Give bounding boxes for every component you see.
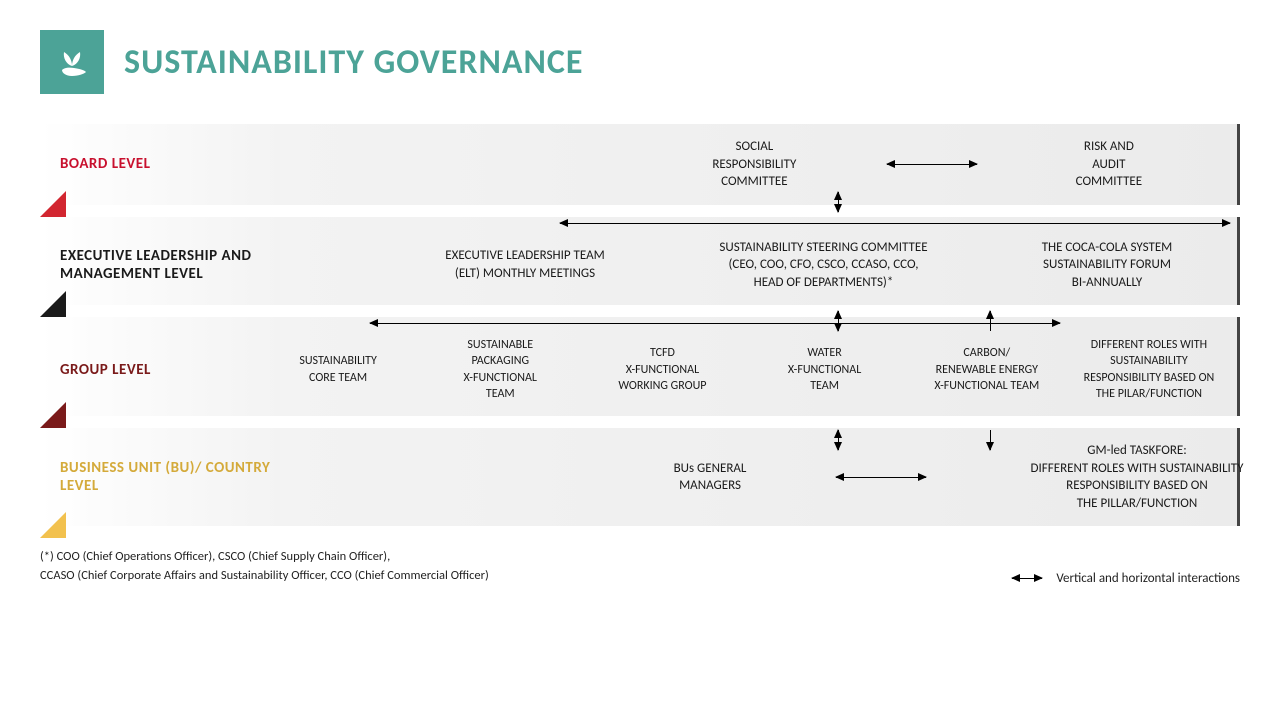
group-packaging: SUSTAINABLE PACKAGING X-FUNCTIONAL TEAM bbox=[422, 337, 578, 402]
arrow-group-span bbox=[370, 323, 1060, 324]
footnote-line2: CCASO (Chief Corporate Affairs and Susta… bbox=[40, 567, 489, 586]
bu-taskforce: GM-led TASKFORE: DIFFERENT ROLES WITH SU… bbox=[972, 442, 1280, 512]
group-water: WATER X-FUNCTIONAL TEAM bbox=[747, 345, 903, 394]
footnote-line1: (*) COO (Chief Operations Officer), CSCO… bbox=[40, 548, 489, 567]
arrow-bu-h bbox=[836, 477, 926, 478]
v-arrow-board-exec bbox=[838, 192, 839, 212]
marker-darkred-triangle bbox=[40, 402, 66, 428]
row-board: BOARD LEVEL SOCIAL RESPONSIBILITY COMMIT… bbox=[40, 124, 1240, 205]
row-label-exec: EXECUTIVE LEADERSHIP AND MANAGEMENT LEVE… bbox=[60, 247, 290, 283]
v-arrow-exec-group-up bbox=[990, 311, 991, 331]
group-core: SUSTAINABILITY CORE TEAM bbox=[260, 353, 416, 385]
exec-ssc: SUSTAINABILITY STEERING COMMITTEE (CEO, … bbox=[684, 239, 964, 292]
v-arrow-exec-group bbox=[838, 311, 839, 331]
group-carbon: CARBON/ RENEWABLE ENERGY X-FUNCTIONAL TE… bbox=[909, 345, 1065, 394]
header: SUSTAINABILITY GOVERNANCE bbox=[0, 0, 1280, 114]
legend: Vertical and horizontal interactions bbox=[1006, 571, 1240, 586]
v-arrow-group-bu-down bbox=[990, 430, 991, 450]
v-arrow-group-bu bbox=[838, 430, 839, 450]
footnotes: (*) COO (Chief Operations Officer), CSCO… bbox=[0, 538, 1280, 586]
row-label-bu: BUSINESS UNIT (BU)/ COUNTRY LEVEL bbox=[60, 459, 290, 495]
bu-gm: BUs GENERAL MANAGERS bbox=[630, 460, 790, 495]
row-exec: EXECUTIVE LEADERSHIP AND MANAGEMENT LEVE… bbox=[40, 217, 1240, 306]
marker-black-triangle bbox=[40, 291, 66, 317]
marker-red-triangle bbox=[40, 191, 66, 217]
exec-forum: THE COCA-COLA SYSTEM SUSTAINABILITY FORU… bbox=[1007, 239, 1207, 292]
legend-arrow-icon bbox=[1012, 578, 1042, 579]
arrow-board-h bbox=[887, 164, 977, 165]
sustainability-icon bbox=[40, 30, 104, 94]
governance-diagram: BOARD LEVEL SOCIAL RESPONSIBILITY COMMIT… bbox=[0, 114, 1280, 526]
group-roles: DIFFERENT ROLES WITH SUSTAINABILITY RESP… bbox=[1071, 337, 1227, 402]
row-label-group: GROUP LEVEL bbox=[60, 361, 260, 379]
marker-yellow-triangle bbox=[40, 512, 66, 538]
arrow-exec-span bbox=[560, 223, 1230, 224]
row-group: GROUP LEVEL SUSTAINABILITY CORE TEAM SUS… bbox=[40, 317, 1240, 416]
legend-text: Vertical and horizontal interactions bbox=[1056, 571, 1240, 586]
page-title: SUSTAINABILITY GOVERNANCE bbox=[124, 42, 583, 83]
group-tcfd: TCFD X-FUNCTIONAL WORKING GROUP bbox=[584, 345, 740, 394]
row-label-board: BOARD LEVEL bbox=[60, 155, 290, 173]
exec-elt: EXECUTIVE LEADERSHIP TEAM (ELT) MONTHLY … bbox=[410, 247, 640, 282]
row-bu: BUSINESS UNIT (BU)/ COUNTRY LEVEL BUs GE… bbox=[40, 428, 1240, 526]
board-rac: RISK AND AUDIT COMMITTEE bbox=[1009, 138, 1209, 191]
board-src: SOCIAL RESPONSIBILITY COMMITTEE bbox=[654, 138, 854, 191]
